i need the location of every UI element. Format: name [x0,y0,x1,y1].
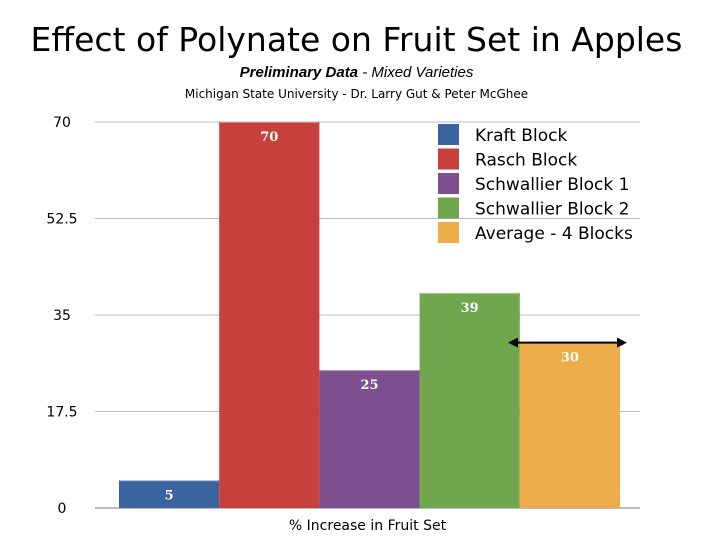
bar-data-labels: 5 70 25 39 30 [165,130,579,503]
bars [119,122,620,508]
chart-title: Effect of Polynate on Fruit Set in Apple… [30,20,683,59]
arrow-head-right [617,337,627,348]
bar [319,370,420,508]
bar [419,292,520,508]
legend-swatch [438,173,459,194]
legend-label: Schwallier Block 1 [475,175,629,195]
bar-data-label: 5 [165,488,174,503]
bar-data-label: 39 [461,301,479,316]
y-tick-label: 70 [53,115,71,131]
legend-swatch [438,148,459,170]
bar-data-label: 30 [561,351,579,366]
y-tick-label: 52.5 [46,212,77,228]
x-axis-label: % Increase in Fruit Set [288,518,447,534]
chart-credit: Michigan State University - Dr. Larry Gu… [184,87,529,101]
legend-swatch [438,197,459,219]
legend-label: Kraft Block [475,126,567,146]
chart-subtitle: Preliminary Data - Mixed Varieties [0,63,713,83]
bar-data-label: 70 [260,130,278,145]
y-tick-label: 17.5 [46,405,77,421]
subtitle-rest: - Mixed Varieties [358,64,474,81]
legend-label: Schwallier Block 2 [475,200,629,220]
legend-swatch [438,222,459,243]
legend-label: Average - 4 Blocks [475,224,633,244]
y-tick-label: 0 [58,501,67,517]
bar [519,342,620,508]
legend-label: Rasch Block [475,151,577,171]
y-tick-label: 35 [53,308,71,324]
bar-data-label: 25 [360,378,378,393]
annotation [508,337,627,348]
legend-swatch [438,124,459,145]
bar [219,122,320,508]
legend: Kraft Block Rasch Block Schwallier Block 1… [438,124,633,244]
arrow-head-left [508,337,518,348]
subtitle-bold: Preliminary Data [239,64,359,81]
bar [119,480,220,508]
y-axis-ticks: 0 17.5 35 52.5 70 [46,115,77,517]
